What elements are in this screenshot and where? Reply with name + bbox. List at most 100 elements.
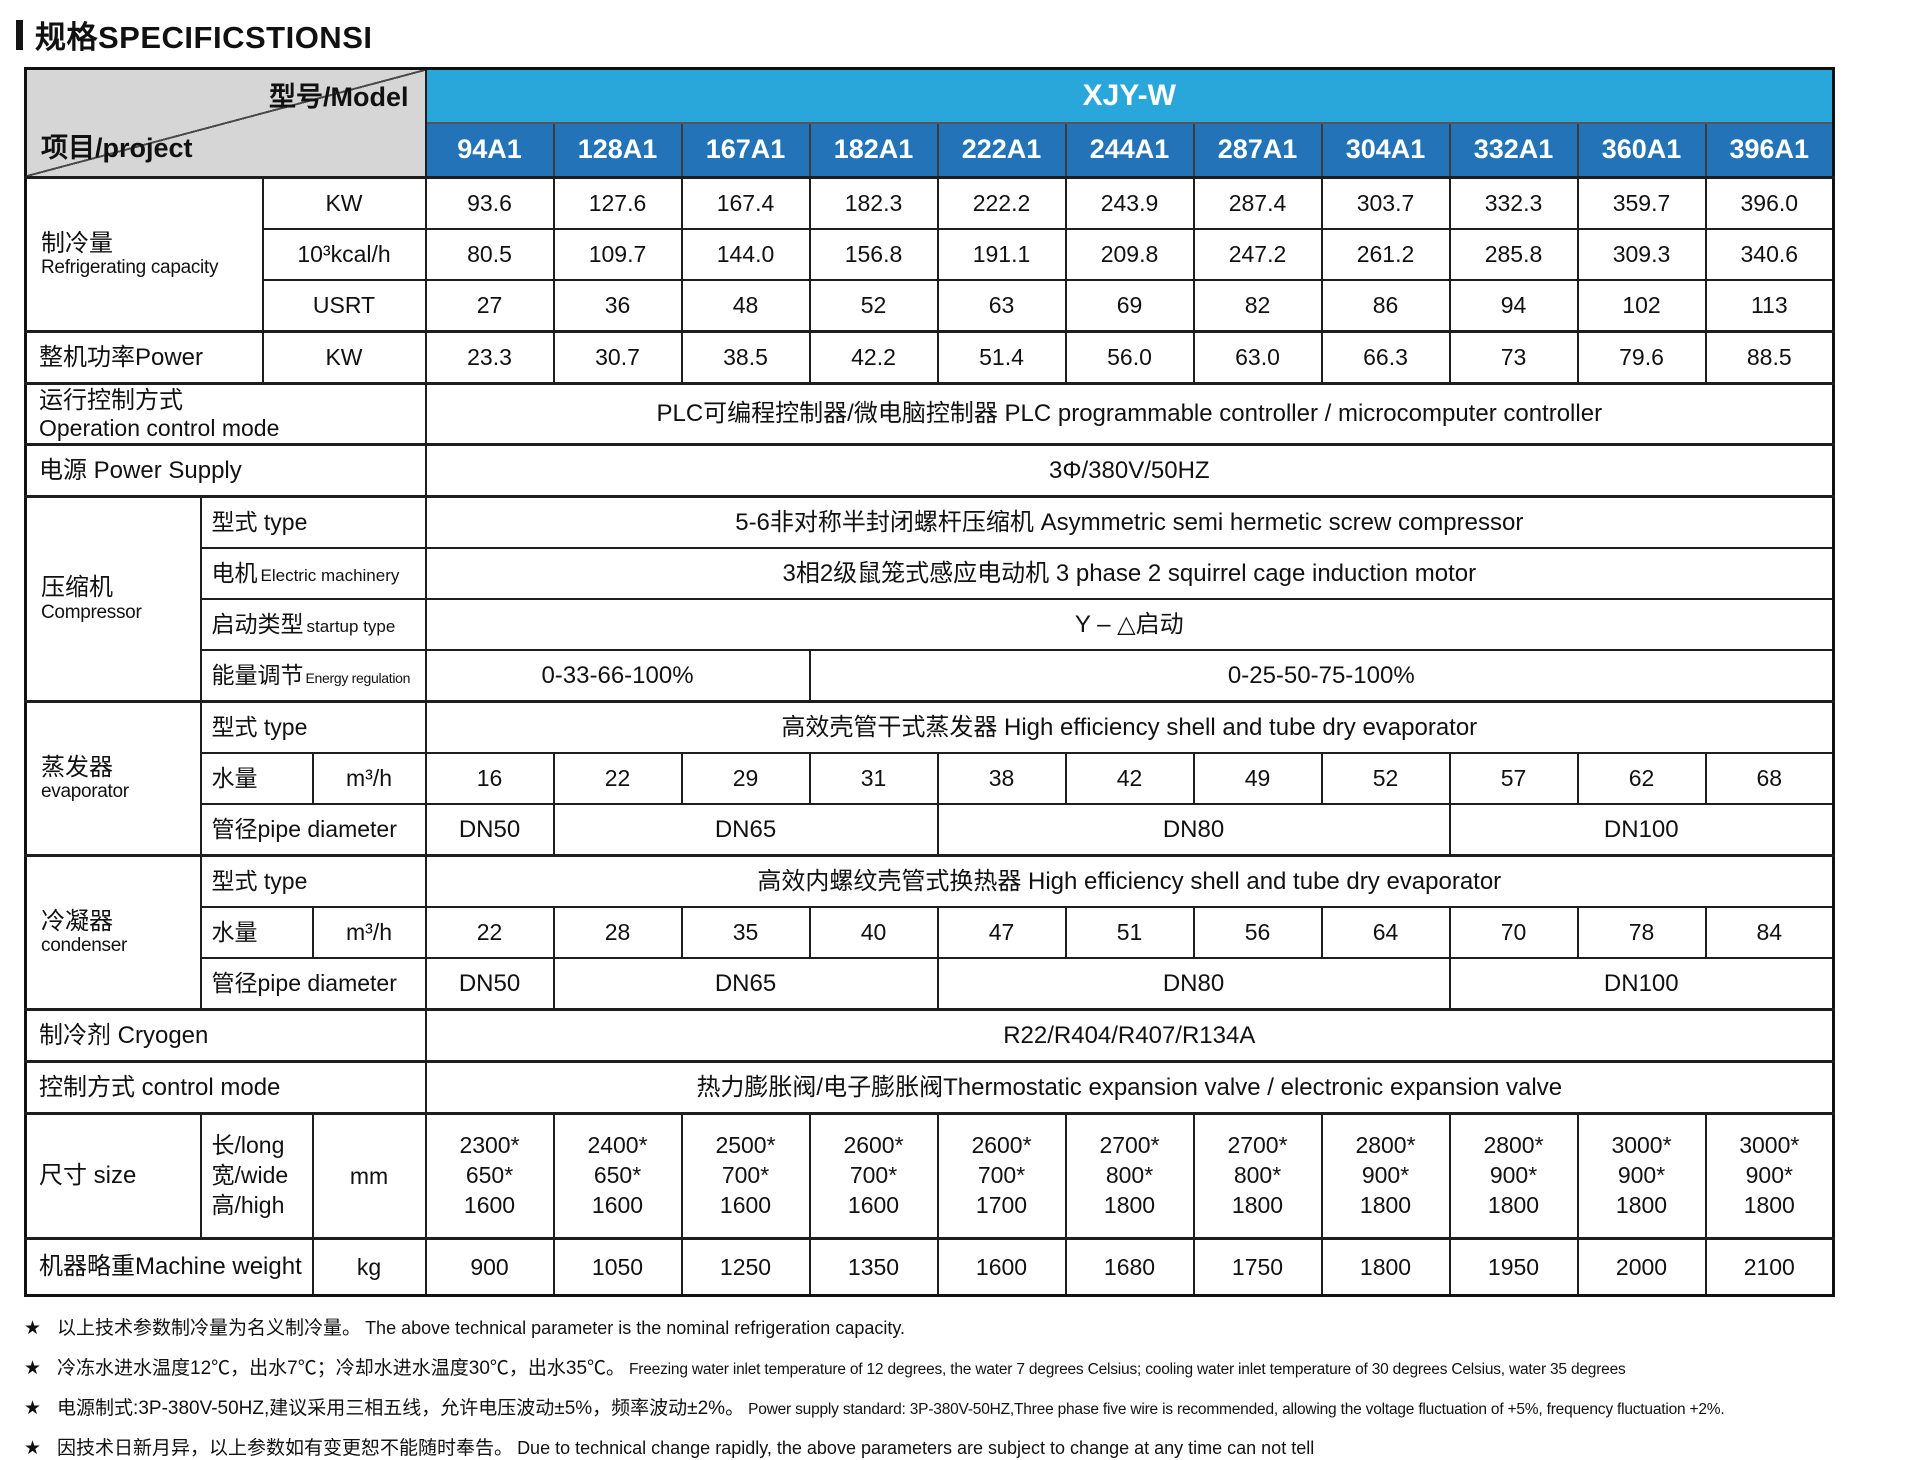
capacity-kw-row: 制冷量 Refrigerating capacity KW 93.6 127.6 1… [24,176,1835,333]
power-supply-row: 电源 Power Supply 3Φ/380V/50HZ [24,443,1835,498]
power-supply-label: 电源 Power Supply [24,443,427,498]
value-cell: 303.7 [1320,176,1451,230]
capacity-usrt-row: USRT 27 36 48 52 63 69 82 86 94 102 113 [26,279,1835,333]
size-unit: mm [311,1112,427,1240]
diagonal-divider [27,70,424,176]
value-cell: 51.4 [936,330,1067,385]
weight-unit: kg [311,1237,427,1297]
value-cell: 16 [424,752,555,806]
condenser-label-en: condenser [41,935,128,957]
compressor-energy-label: 能量调节 Energy regulation [199,649,427,703]
value-cell: 88.5 [1704,330,1835,385]
compressor-startup-label-en: startup type [306,617,396,637]
condenser-pipe-dn80: DN80 [936,957,1451,1011]
footnotes: ★ 以上技术参数制冷量为名义制冷量。 The above technical pa… [20,1313,1905,1460]
compressor-energy-row: 能量调节 Energy regulation 0-33-66-100% 0-25-… [26,649,1835,703]
condenser-type-label: 型式 type [199,854,427,909]
footnote-1-zh: 以上技术参数制冷量为名义制冷量。 [57,1318,362,1340]
footnote-2-zh: 冷冻水进水温度12℃，出水7℃；冷却水进水温度30℃，出水35℃。 [57,1358,626,1380]
value-cell: 86 [1320,279,1451,333]
value-cell: 62 [1576,752,1707,806]
star-icon: ★ [24,1438,42,1460]
value-cell: 247.2 [1192,228,1323,281]
size-value-cell: 2700* 800* 1800 [1064,1112,1195,1240]
compressor-label-zh: 压缩机 [41,574,113,602]
model-header: 182A1 [808,122,939,179]
value-cell: 51 [1064,906,1195,960]
power-unit: KW [261,330,427,385]
value-cell: 78 [1576,906,1707,960]
value-cell: 28 [552,906,683,960]
operation-value: PLC可编程控制器/微电脑控制器 PLC programmable contro… [424,381,1835,446]
star-icon: ★ [24,1358,42,1380]
compressor-label-en: Compressor [41,601,142,623]
size-value-cell: 2600* 700* 1600 [808,1112,939,1240]
operation-label-en: Operation control mode [39,414,280,441]
weight-value-cell: 1350 [808,1237,939,1297]
compressor-type-value: 5-6非对称半封闭螺杆压缩机 Asymmetric semi hermetic … [424,495,1835,550]
value-cell: 63 [936,279,1067,333]
footnote-2-en: Freezing water inlet temperature of 12 d… [629,1361,1626,1379]
size-value-cell: 2400* 650* 1600 [552,1112,683,1240]
energy-regulation-small: 0-33-66-100% [424,649,811,703]
value-cell: 82 [1192,279,1323,333]
size-value-cell: 3000* 900* 1800 [1576,1112,1707,1240]
value-cell: 49 [1192,752,1323,806]
compressor-motor-label: 电机 Electric machinery [199,547,427,601]
value-cell: 332.3 [1448,176,1579,230]
compressor-startup-label-zh: 启动类型 [211,611,304,638]
compressor-startup-value: Y – △启动 [424,598,1835,652]
star-icon: ★ [24,1398,42,1420]
value-cell: 31 [808,752,939,806]
condenser-label-zh: 冷凝器 [41,907,113,935]
value-cell: 27 [424,279,555,333]
condenser-type-value: 高效内螺纹壳管式换热器 High efficiency shell and tu… [424,854,1835,909]
model-header: 94A1 [424,122,555,179]
value-cell: 209.8 [1064,228,1195,281]
size-value-cell: 2800* 900* 1800 [1448,1112,1579,1240]
evaporator-type-label: 型式 type [199,700,427,755]
value-cell: 359.7 [1576,176,1707,230]
footnote-4-zh: 因技术日新月异，以上参数如有变更恕不能随时奉告。 [57,1438,514,1460]
condenser-type-row: 冷凝器 condenser 型式 type 高效内螺纹壳管式换热器 High e… [24,854,1835,1011]
value-cell: 29 [680,752,811,806]
capacity-unit-usrt: USRT [261,279,427,333]
condenser-water-label: 水量 [199,906,314,960]
value-cell: 93.6 [424,176,555,230]
value-cell: 182.3 [808,176,939,230]
evaporator-pipe-dn50: DN50 [424,803,555,857]
value-cell: 64 [1320,906,1451,960]
value-cell: 56.0 [1064,330,1195,385]
evaporator-pipe-label: 管径pipe diameter [199,803,427,857]
condenser-label: 冷凝器 condenser [24,854,202,1011]
weight-value-cell: 1600 [936,1237,1067,1297]
model-header-row: 94A1 128A1 167A1 182A1 222A1 244A1 287A1 304A1 3… [26,122,1835,179]
page-title: 规格SPECIFICSTIONSI [35,20,373,55]
size-value-cell: 3000* 900* 1800 [1704,1112,1835,1240]
evaporator-pipe-dn80: DN80 [936,803,1451,857]
model-header: 128A1 [552,122,683,179]
size-value-cell: 2800* 900* 1800 [1320,1112,1451,1240]
evaporator-water-row: 水量 m³/h 16 22 29 31 38 42 49 52 57 62 68 [26,752,1835,806]
value-cell: 57 [1448,752,1579,806]
value-cell: 285.8 [1448,228,1579,281]
value-cell: 102 [1576,279,1707,333]
value-cell: 38 [936,752,1067,806]
weight-value-cell: 1750 [1192,1237,1323,1297]
value-cell: 243.9 [1064,176,1195,230]
value-cell: 68 [1704,752,1835,806]
size-row: 尺寸 size 长/long 宽/wide 高/high mm 2300* 65… [24,1112,1835,1240]
size-value-cell: 2500* 700* 1600 [680,1112,811,1240]
evaporator-pipe-dn100: DN100 [1448,803,1835,857]
compressor-label: 压缩机 Compressor [24,495,202,703]
value-cell: 42 [1064,752,1195,806]
model-project-corner-cell: 型号/Model 项目/project [24,67,427,179]
value-cell: 340.6 [1704,228,1835,281]
compressor-motor-row: 电机 Electric machinery 3相2级鼠笼式感应电动机 3 phas… [26,547,1835,601]
condenser-water-unit: m³/h [311,906,427,960]
evaporator-label-zh: 蒸发器 [41,753,113,781]
value-cell: 38.5 [680,330,811,385]
condenser-pipe-label: 管径pipe diameter [199,957,427,1011]
cryogen-row: 制冷剂 Cryogen R22/R404/R407/R134A [24,1008,1835,1063]
capacity-unit-kw: KW [261,176,427,230]
